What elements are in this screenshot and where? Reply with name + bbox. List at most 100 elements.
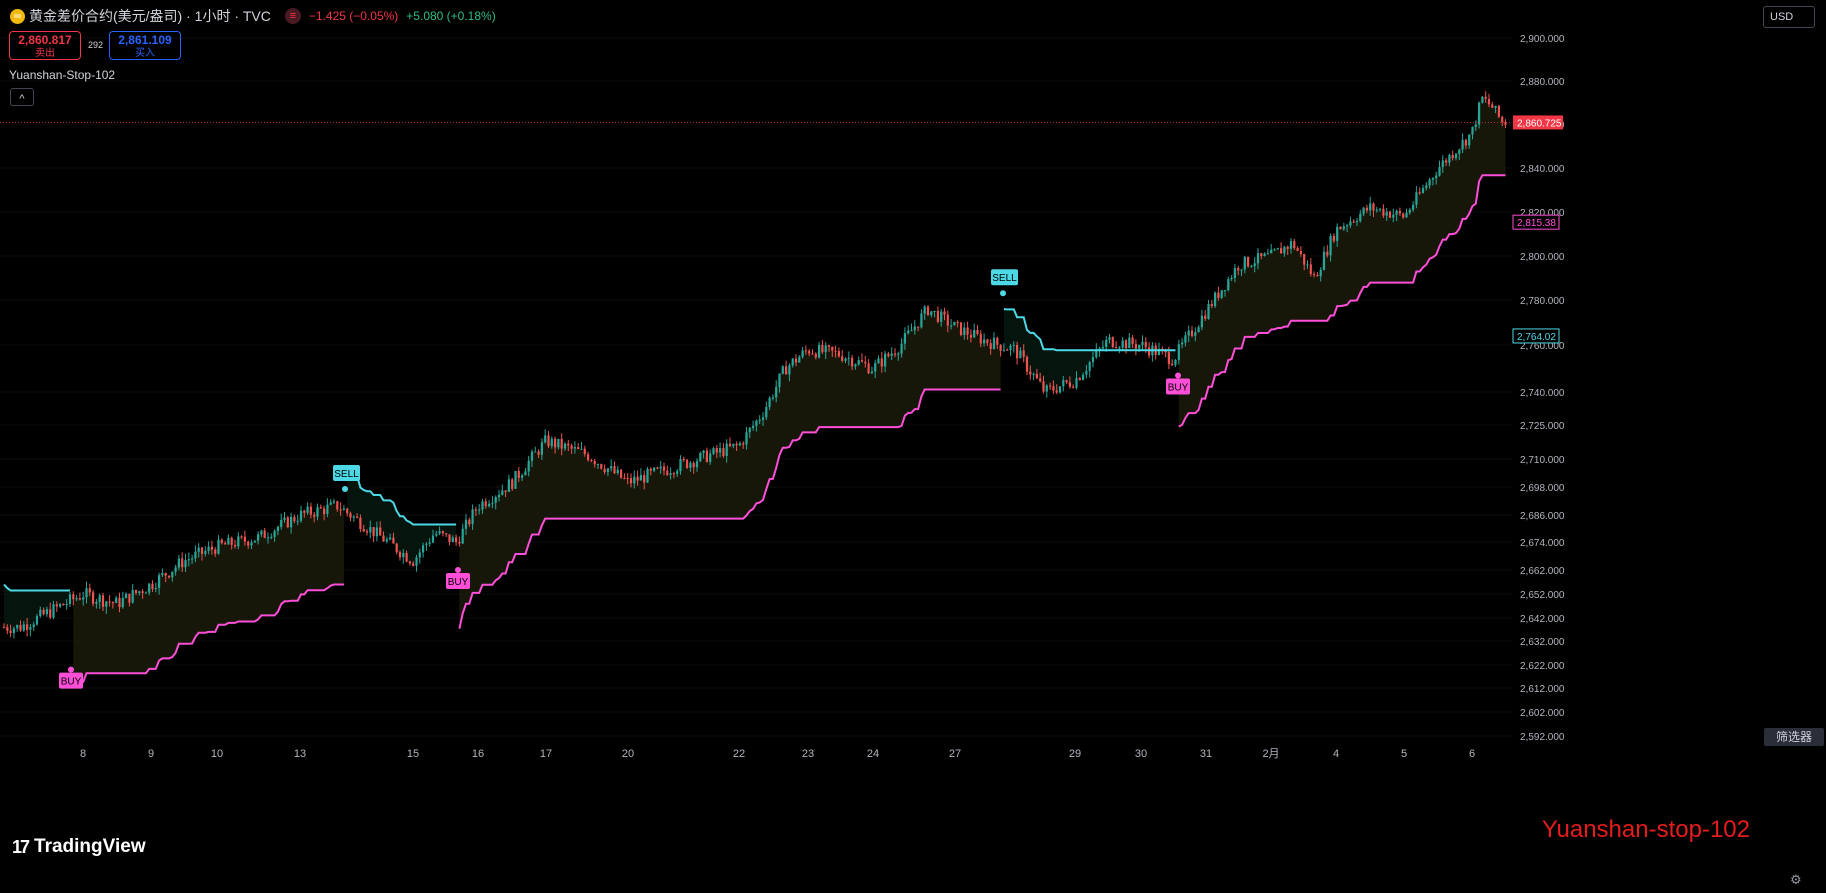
candle-body [260,530,263,535]
candle-body [280,519,283,528]
time-tick-label: 23 [802,748,814,760]
candle-body [356,516,359,518]
stop-fill [73,501,344,684]
candle-body [821,344,824,353]
gear-icon[interactable]: ⚙ [1790,872,1802,887]
candle-body [1491,104,1494,108]
filter-button[interactable]: 筛选器 [1764,728,1824,746]
candle-body [1329,235,1332,256]
candle-body [983,339,986,344]
candle-body [1118,347,1121,349]
candle-body [372,527,375,537]
candle-body [326,504,329,515]
price-tick-label: 2,622.000 [1520,661,1565,672]
candle-body [1385,211,1388,216]
candle-body [745,432,748,445]
candle-body [791,358,794,366]
candle-body [547,435,550,447]
candle-body [224,543,227,545]
candle-body [841,356,844,361]
candle-body [1181,342,1184,345]
candle-body [1190,330,1194,336]
symbol-title[interactable]: 黄金差价合约(美元/盎司) · 1小时 · TVC [29,8,271,24]
candle-body [1431,178,1434,180]
candle-body [431,535,435,543]
signal-badge [59,672,83,689]
candle-body [778,373,781,387]
signal-badge [991,269,1018,286]
candle-body [1398,210,1401,214]
buy-button[interactable]: 2,861.109 买入 [109,31,181,60]
candle-body [573,447,576,449]
candle-body [276,527,279,531]
candle-body [12,628,15,634]
candle-body [1078,378,1081,380]
candle-body [395,543,398,553]
candle-body [775,386,778,398]
candle-body [108,601,111,603]
candle-body [560,438,563,449]
candle-body [247,541,250,546]
candle-body [1207,304,1210,319]
candle-body [699,452,702,462]
currency-select[interactable]: USD [1763,6,1815,28]
candle-body [194,551,197,559]
candle-body [1402,213,1405,218]
candle-body [1177,344,1180,361]
candle-body [6,627,9,631]
candle-body [788,365,791,375]
candle-body [728,443,732,446]
candle-body [893,353,897,355]
candle-body [587,454,590,461]
candle-body [689,462,692,468]
stop-up-label: 2,815.38 [1517,218,1556,229]
candle-body [725,443,728,456]
candle-body [1091,357,1095,363]
indicator-name[interactable]: Yuanshan-Stop-102 [9,68,116,82]
candle-body [524,471,527,476]
price-change-secondary: +5.080 (+0.18%) [406,9,496,23]
tradingview-logo[interactable]: 17 TradingView [12,836,146,858]
candle-body [1210,304,1213,307]
candle-body [653,467,656,471]
price-change: −1.425 (−0.05%) [308,9,399,23]
candle-body [1326,251,1329,256]
candle-body [1085,370,1088,375]
candle-body [131,589,134,603]
candle-body [425,543,428,546]
candle-body [1448,154,1451,163]
candle-body [484,501,487,507]
candle-body [253,540,256,543]
candle-body [517,471,520,478]
candle-body [362,529,365,532]
candle-body [626,477,629,479]
candle-body [1006,349,1009,351]
candle-body [339,509,342,511]
candle-body [121,598,124,608]
candle-body [1286,246,1289,249]
candle-body [1049,385,1052,387]
candle-body [1012,344,1015,346]
menu-badge-icon[interactable]: ≡ [284,8,301,24]
candle-body [471,509,474,525]
price-labels: 2,860.725 2,815.38 2,764.02 [0,115,1563,344]
candle-body [349,513,352,518]
time-tick-label: 20 [622,748,634,760]
candle-body [719,447,722,453]
candle-body [210,546,213,550]
candle-body [596,464,600,466]
candle-body [464,519,468,529]
candle-body [415,557,418,566]
candle-body [204,550,207,554]
collapse-button[interactable]: ^ [10,88,34,106]
sell-button[interactable]: 2,860.817 卖出 [9,31,81,60]
candle-body [1260,253,1263,257]
candle-body [1045,385,1048,392]
candle-body [1293,241,1296,249]
signal-dot [1000,290,1006,297]
candle-body [999,344,1002,351]
candle-body [296,520,299,522]
candle-body [405,553,408,562]
candle-body [1342,226,1345,230]
